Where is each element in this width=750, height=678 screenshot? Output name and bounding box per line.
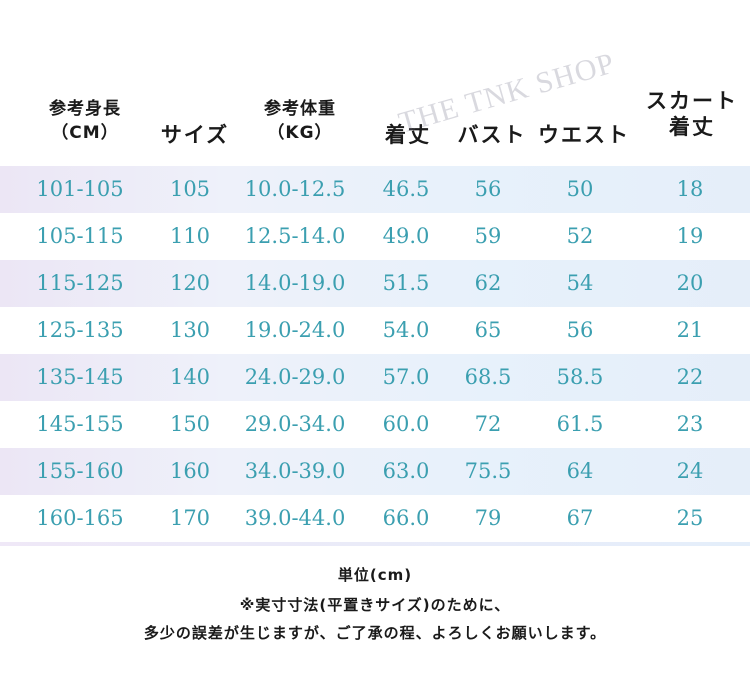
unit-note: 単位(cm) xyxy=(337,566,413,584)
tolerance-note: 多少の誤差が生じますが、ご了承の程、よろしくお願いします。 xyxy=(143,624,607,642)
cell-skirt: 25 xyxy=(676,506,704,530)
header-weight-line1: 参考体重 xyxy=(264,99,336,119)
header-length: 着丈 xyxy=(385,123,431,147)
cell-weight: 24.0-29.0 xyxy=(244,365,346,389)
cell-size: 105 xyxy=(169,177,211,201)
cell-weight: 12.5-14.0 xyxy=(244,224,346,248)
header-skirt-line2: 着丈 xyxy=(669,115,715,139)
table-bottom-edge xyxy=(0,542,750,546)
header-skirt-line1: スカート xyxy=(646,89,738,113)
cell-length: 46.5 xyxy=(382,177,430,201)
table-row: 125-135 130 19.0-24.0 54.0 65 56 21 xyxy=(0,307,750,354)
cell-length: 51.5 xyxy=(382,271,430,295)
cell-weight: 29.0-34.0 xyxy=(244,412,346,436)
cell-length: 54.0 xyxy=(382,318,430,342)
header-size: サイズ xyxy=(160,123,230,147)
cell-size: 140 xyxy=(169,365,211,389)
cell-skirt: 20 xyxy=(676,271,704,295)
size-table: 101-105 105 10.0-12.5 46.5 56 50 18 105-… xyxy=(0,166,750,542)
cell-bust: 56 xyxy=(474,177,502,201)
cell-skirt: 21 xyxy=(676,318,704,342)
cell-waist: 50 xyxy=(566,177,594,201)
table-row: 101-105 105 10.0-12.5 46.5 56 50 18 xyxy=(0,166,750,213)
header-weight-label: 参考体重 （KG） xyxy=(250,97,350,145)
measurement-note: ※実寸寸法(平置きサイズ)のために、 xyxy=(239,596,511,614)
cell-bust: 65 xyxy=(474,318,502,342)
cell-waist: 56 xyxy=(566,318,594,342)
cell-weight: 34.0-39.0 xyxy=(244,459,346,483)
cell-size: 170 xyxy=(169,506,211,530)
cell-length: 49.0 xyxy=(382,224,430,248)
cell-height: 115-125 xyxy=(36,271,124,295)
header-skirt-label: スカート 着丈 xyxy=(640,88,744,140)
table-row: 105-115 110 12.5-14.0 49.0 59 52 19 xyxy=(0,213,750,260)
cell-weight: 39.0-44.0 xyxy=(244,506,346,530)
cell-skirt: 18 xyxy=(676,177,704,201)
cell-size: 110 xyxy=(169,224,211,248)
cell-bust: 59 xyxy=(474,224,502,248)
cell-height: 135-145 xyxy=(36,365,124,389)
cell-height: 125-135 xyxy=(36,318,124,342)
cell-bust: 62 xyxy=(474,271,502,295)
cell-length: 60.0 xyxy=(382,412,430,436)
cell-skirt: 23 xyxy=(676,412,704,436)
cell-size: 150 xyxy=(169,412,211,436)
header-height-label: 参考身長 （CM） xyxy=(40,97,130,145)
cell-skirt: 22 xyxy=(676,365,704,389)
cell-size: 160 xyxy=(169,459,211,483)
cell-height: 105-115 xyxy=(36,224,124,248)
cell-bust: 79 xyxy=(474,506,502,530)
cell-skirt: 19 xyxy=(676,224,704,248)
header-waist: ウエスト xyxy=(538,123,630,147)
cell-waist: 54 xyxy=(566,271,594,295)
header-height-line2: （CM） xyxy=(51,123,119,143)
header-bust: バスト xyxy=(457,123,527,147)
cell-bust: 68.5 xyxy=(464,365,512,389)
cell-size: 130 xyxy=(169,318,211,342)
cell-bust: 75.5 xyxy=(464,459,512,483)
cell-skirt: 24 xyxy=(676,459,704,483)
cell-weight: 14.0-19.0 xyxy=(244,271,346,295)
table-row: 115-125 120 14.0-19.0 51.5 62 54 20 xyxy=(0,260,750,307)
cell-height: 145-155 xyxy=(36,412,124,436)
cell-waist: 64 xyxy=(566,459,594,483)
header-height-line1: 参考身長 xyxy=(49,99,121,119)
table-row: 160-165 170 39.0-44.0 66.0 79 67 25 xyxy=(0,495,750,542)
cell-height: 155-160 xyxy=(36,459,124,483)
cell-height: 160-165 xyxy=(36,506,124,530)
table-row: 135-145 140 24.0-29.0 57.0 68.5 58.5 22 xyxy=(0,354,750,401)
cell-waist: 67 xyxy=(566,506,594,530)
cell-length: 63.0 xyxy=(382,459,430,483)
cell-weight: 19.0-24.0 xyxy=(244,318,346,342)
cell-height: 101-105 xyxy=(36,177,124,201)
table-row: 145-155 150 29.0-34.0 60.0 72 61.5 23 xyxy=(0,401,750,448)
cell-length: 57.0 xyxy=(382,365,430,389)
cell-bust: 72 xyxy=(474,412,502,436)
header-weight-line2: （KG） xyxy=(267,123,333,143)
cell-length: 66.0 xyxy=(382,506,430,530)
cell-waist: 61.5 xyxy=(556,412,604,436)
cell-size: 120 xyxy=(169,271,211,295)
table-row: 155-160 160 34.0-39.0 63.0 75.5 64 24 xyxy=(0,448,750,495)
cell-waist: 58.5 xyxy=(556,365,604,389)
cell-weight: 10.0-12.5 xyxy=(244,177,346,201)
cell-waist: 52 xyxy=(566,224,594,248)
